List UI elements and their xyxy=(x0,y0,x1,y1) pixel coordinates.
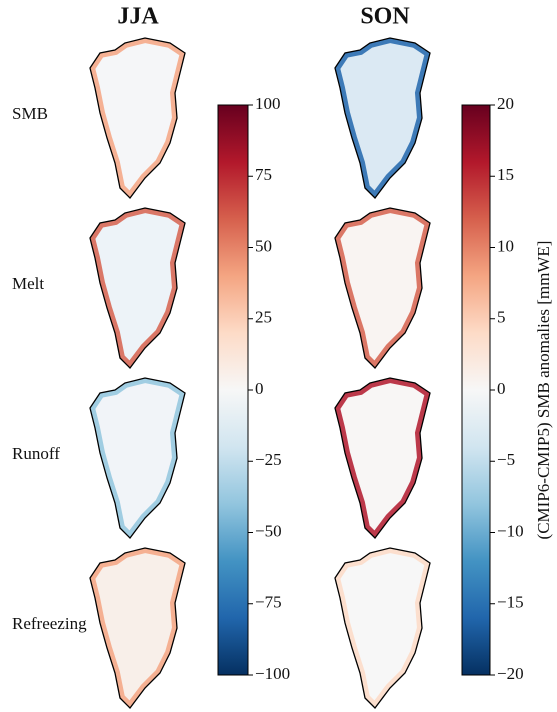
row-label: Melt xyxy=(12,274,44,293)
tick-label: −25 xyxy=(255,450,282,469)
tick-label: −75 xyxy=(255,593,282,612)
column-title: JJA xyxy=(117,4,159,30)
tick-label: 0 xyxy=(255,379,264,398)
tick-label: 75 xyxy=(255,165,272,184)
map-panel xyxy=(334,547,431,709)
map-panel xyxy=(89,547,186,709)
tick-label: −50 xyxy=(255,521,282,540)
map-panel xyxy=(334,37,431,199)
map-panel xyxy=(89,207,186,369)
colorbar xyxy=(217,104,249,676)
tick-label: −20 xyxy=(497,664,524,683)
map-panel xyxy=(89,377,186,539)
column-title: SON xyxy=(360,4,410,30)
map-panel xyxy=(334,377,431,539)
tick-label: 25 xyxy=(255,308,272,327)
tick-label: 10 xyxy=(497,236,514,255)
tick-label: −5 xyxy=(497,450,515,469)
tick-label: 50 xyxy=(255,236,272,255)
colorbar xyxy=(461,104,491,676)
row-label: SMB xyxy=(12,104,48,123)
tick-label: 100 xyxy=(255,94,281,113)
tick-label: 0 xyxy=(497,379,506,398)
row-label: Refreezing xyxy=(12,614,87,633)
tick-label: 15 xyxy=(497,165,514,184)
row-label: Runoff xyxy=(12,444,60,463)
tick-label: −15 xyxy=(497,593,524,612)
map-panel xyxy=(89,37,186,199)
colorbar-label: (CMIP6-CMIP5) SMB anomalies [mmWE] xyxy=(534,241,553,540)
map-panel xyxy=(334,207,431,369)
tick-label: −10 xyxy=(497,521,524,540)
tick-label: 5 xyxy=(497,308,506,327)
tick-label: 20 xyxy=(497,94,514,113)
tick-label: −100 xyxy=(255,664,290,683)
